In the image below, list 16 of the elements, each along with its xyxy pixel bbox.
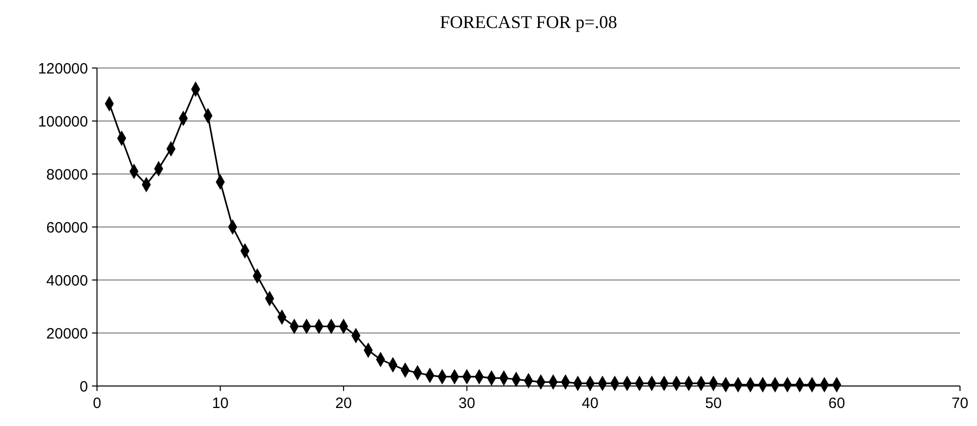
x-tick-label: 30: [458, 395, 476, 412]
y-tick-label: 120000: [38, 60, 88, 78]
x-tick-label: 20: [335, 395, 352, 412]
x-tick-label: 50: [705, 395, 722, 412]
x-tick-label: 10: [212, 395, 229, 412]
x-tick-label: 70: [952, 395, 968, 412]
x-tick-label: 0: [92, 395, 102, 412]
y-tick-label: 20000: [46, 325, 88, 342]
y-tick-label: 100000: [38, 113, 88, 130]
x-tick-label: 60: [828, 395, 846, 412]
y-tick-label: 80000: [46, 166, 88, 184]
y-tick-label: 40000: [46, 272, 88, 290]
chart-title: FORECAST FOR p=.08: [440, 12, 618, 32]
x-tick-label: 40: [582, 395, 598, 412]
y-tick-label: 0: [80, 378, 88, 396]
y-tick-label: 60000: [46, 219, 88, 236]
